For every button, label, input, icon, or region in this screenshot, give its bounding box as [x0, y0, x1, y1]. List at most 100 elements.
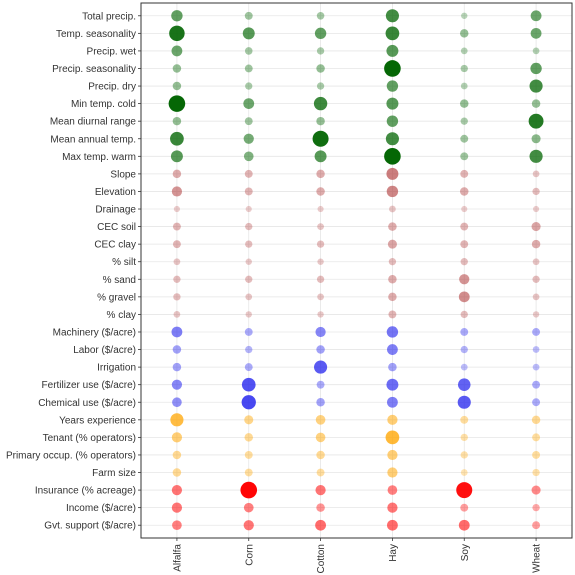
data-point — [241, 395, 256, 410]
x-tick-labels: Alfalfa Corn Cotton Hay Soy Wheat — [172, 538, 543, 573]
data-point — [316, 47, 325, 55]
data-point — [387, 485, 398, 495]
data-point — [460, 258, 468, 266]
data-point — [240, 481, 258, 499]
data-point — [173, 311, 181, 318]
data-point — [316, 240, 325, 248]
data-point — [315, 484, 326, 496]
data-point — [173, 293, 181, 301]
data-point — [171, 484, 183, 496]
data-point — [245, 293, 253, 301]
data-point — [317, 205, 324, 213]
data-point — [459, 274, 470, 285]
data-point — [316, 12, 325, 20]
data-point — [243, 520, 254, 531]
data-point — [532, 170, 540, 178]
data-point — [460, 64, 468, 73]
data-point — [244, 47, 253, 55]
data-point — [386, 326, 399, 338]
data-point — [317, 311, 324, 318]
y-tick-label: CEC clay — [94, 240, 136, 251]
data-point — [172, 362, 182, 372]
data-point — [245, 275, 253, 283]
y-tick-label: Precip. seasonality — [52, 64, 136, 75]
data-point — [171, 379, 183, 390]
data-point — [531, 415, 541, 425]
data-point — [315, 432, 326, 443]
data-point — [245, 82, 253, 90]
y-tick-label: Total precip. — [82, 11, 136, 22]
data-point — [316, 450, 325, 460]
data-point — [532, 275, 540, 283]
y-tick-label: Fertilizer use ($/acre) — [42, 380, 136, 391]
data-point — [532, 521, 541, 530]
data-point — [243, 151, 254, 162]
y-tick-label: Elevation — [95, 187, 136, 198]
y-tick-label: % gravel — [97, 292, 136, 303]
data-point — [532, 311, 540, 318]
data-point — [172, 64, 182, 73]
data-point — [388, 275, 397, 284]
data-point — [172, 81, 182, 91]
data-point — [387, 396, 398, 408]
data-point — [243, 98, 255, 110]
data-point — [172, 397, 182, 408]
x-tick-label: Cotton — [316, 544, 327, 573]
data-point — [532, 398, 541, 407]
data-point — [530, 62, 542, 75]
data-point — [244, 415, 254, 425]
data-point — [317, 258, 324, 265]
data-point — [315, 326, 326, 338]
data-point — [460, 433, 468, 442]
data-point — [315, 519, 326, 531]
data-point — [242, 27, 255, 40]
data-point — [170, 413, 184, 427]
data-point — [386, 185, 399, 198]
data-point — [243, 502, 254, 513]
data-point — [316, 380, 325, 389]
y-tick-label: Insurance (% acreage) — [35, 486, 136, 497]
y-tick-label: Precip. wet — [87, 46, 137, 57]
data-point — [532, 433, 541, 442]
data-point — [531, 239, 541, 249]
data-point — [172, 169, 182, 179]
data-point — [316, 345, 325, 354]
y-tick-label: Mean annual temp. — [50, 134, 136, 145]
data-point — [458, 519, 470, 531]
data-point — [172, 345, 182, 354]
data-point — [460, 99, 469, 108]
data-point — [460, 503, 469, 512]
data-point — [460, 47, 468, 55]
data-point — [387, 344, 398, 355]
data-point — [460, 451, 468, 459]
y-tick-label: Max temp. warm — [62, 152, 136, 163]
y-tick-label: Farm size — [92, 468, 136, 479]
data-point — [316, 275, 325, 283]
y-tick-label: Labor ($/acre) — [73, 345, 136, 356]
data-point — [244, 468, 253, 477]
y-tick-label: Drainage — [95, 205, 136, 216]
data-point — [386, 97, 399, 110]
data-point — [386, 115, 399, 127]
data-point — [532, 346, 540, 353]
data-point — [460, 134, 469, 143]
x-tick-label: Corn — [244, 544, 255, 566]
data-point — [388, 310, 397, 319]
data-point — [316, 503, 325, 512]
data-point — [532, 258, 540, 266]
data-point — [530, 10, 542, 22]
data-point — [531, 134, 541, 144]
x-tick-label: Hay — [388, 544, 399, 562]
y-tick-label: % sand — [103, 275, 136, 286]
y-tick-label: % silt — [112, 257, 136, 268]
y-tick-label: Temp. seasonality — [56, 29, 136, 40]
data-point — [317, 293, 324, 301]
data-points — [168, 9, 544, 531]
data-point — [387, 467, 398, 478]
data-point — [531, 485, 541, 495]
data-point — [460, 169, 469, 178]
data-point — [385, 132, 399, 146]
data-point — [312, 130, 329, 147]
data-point — [243, 133, 254, 144]
data-point — [460, 117, 468, 125]
